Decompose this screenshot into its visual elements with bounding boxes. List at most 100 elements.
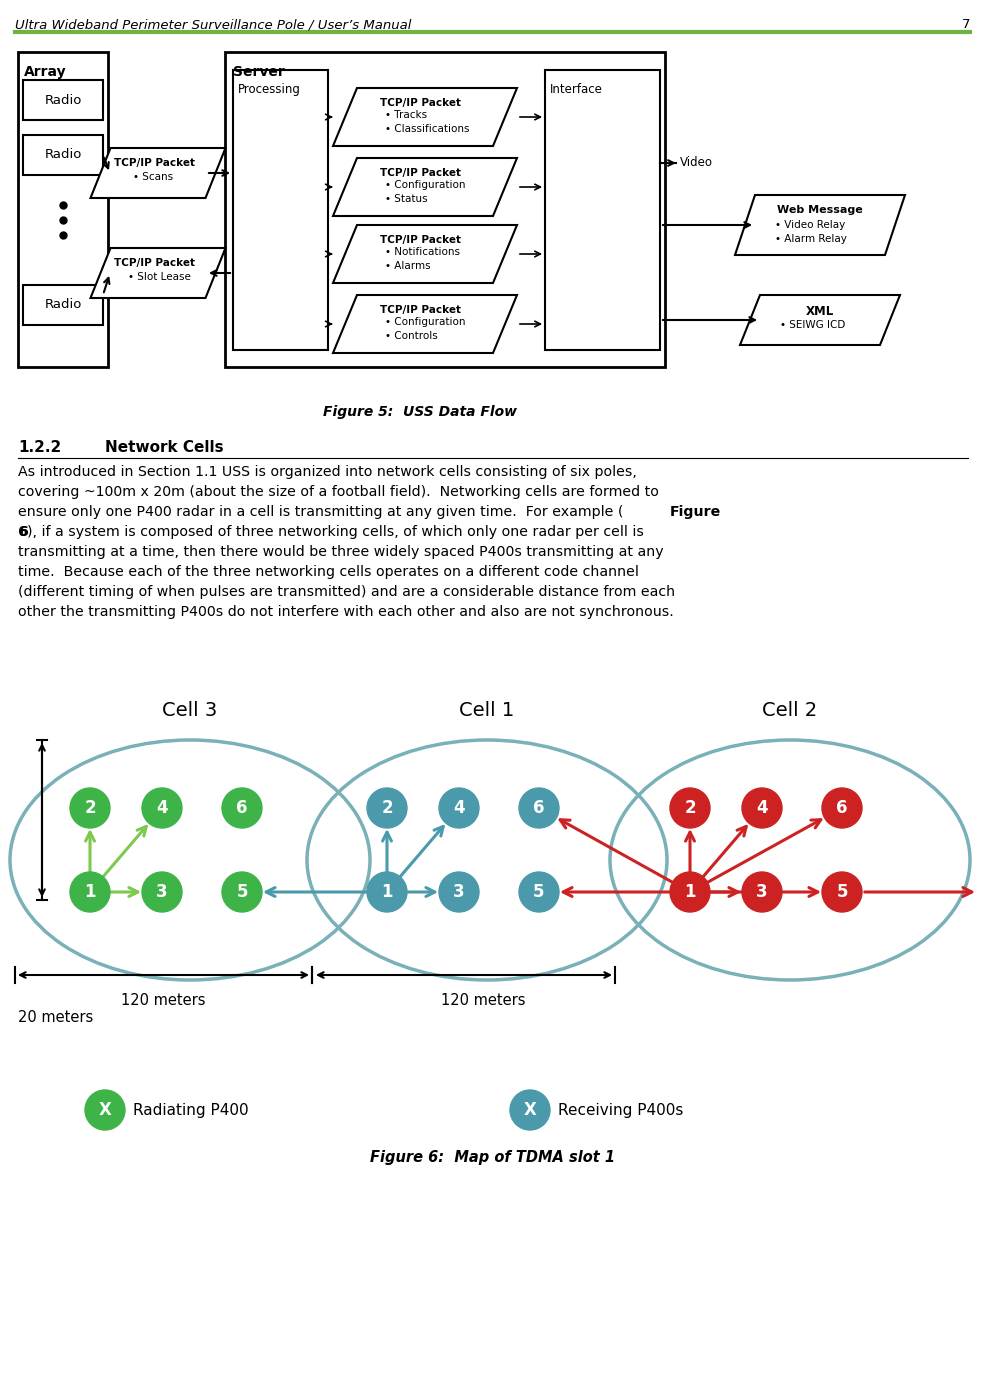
Circle shape [85,1089,125,1129]
Text: Radio: Radio [44,94,82,106]
Polygon shape [91,148,226,199]
Circle shape [742,872,782,912]
Text: • Classifications: • Classifications [385,124,469,134]
Text: Radiating P400: Radiating P400 [133,1102,248,1117]
Text: Figure 5:  USS Data Flow: Figure 5: USS Data Flow [323,405,517,419]
Text: • Notifications: • Notifications [385,247,460,256]
Text: 2: 2 [382,798,392,816]
Text: 1: 1 [684,883,696,900]
Text: X: X [99,1100,111,1118]
Polygon shape [333,295,517,353]
Text: 6: 6 [533,798,544,816]
Polygon shape [735,194,905,255]
Text: 4: 4 [454,798,464,816]
Text: Cell 3: Cell 3 [163,701,218,720]
Text: 5: 5 [533,883,544,900]
Polygon shape [333,88,517,146]
Text: (different timing of when pulses are transmitted) and are a considerable distanc: (different timing of when pulses are tra… [18,585,675,598]
Text: Server: Server [233,65,285,79]
Text: Video: Video [680,156,713,170]
Text: 120 meters: 120 meters [441,993,526,1008]
Circle shape [367,872,407,912]
Text: • Tracks: • Tracks [385,110,427,120]
Text: 6: 6 [836,798,848,816]
Text: Receiving P400s: Receiving P400s [558,1102,683,1117]
Circle shape [670,787,710,827]
Text: Network Cells: Network Cells [105,440,224,455]
Text: Ultra Wideband Perimeter Surveillance Pole / User’s Manual: Ultra Wideband Perimeter Surveillance Po… [15,18,411,30]
Text: TCP/IP Packet: TCP/IP Packet [380,98,460,108]
Text: 1: 1 [382,883,392,900]
Text: TCP/IP Packet: TCP/IP Packet [380,168,460,178]
Text: 3: 3 [454,883,464,900]
Polygon shape [333,159,517,217]
Text: Cell 2: Cell 2 [762,701,817,720]
Circle shape [142,872,182,912]
Circle shape [510,1089,550,1129]
Circle shape [519,787,559,827]
Text: • Slot Lease: • Slot Lease [128,272,191,281]
Circle shape [822,787,862,827]
Bar [233,70,328,350]
Bar [23,80,103,120]
Text: Radio: Radio [44,149,82,161]
Text: 3: 3 [156,883,168,900]
Polygon shape [740,295,900,345]
Circle shape [142,787,182,827]
Text: 3: 3 [756,883,768,900]
Text: • Configuration: • Configuration [385,181,465,190]
Text: 1: 1 [84,883,96,900]
Text: ensure only one P400 radar in a cell is transmitting at any given time.  For exa: ensure only one P400 radar in a cell is … [18,505,623,519]
Text: Cell 1: Cell 1 [459,701,515,720]
Text: TCP/IP Packet: TCP/IP Packet [114,159,195,168]
Text: 2: 2 [84,798,96,816]
Circle shape [439,872,479,912]
Bar [23,135,103,175]
Text: • Video Relay: • Video Relay [775,221,845,230]
Text: Web Message: Web Message [777,205,863,215]
Text: • Alarms: • Alarms [385,261,431,272]
Text: Interface: Interface [550,83,602,97]
Text: • Alarm Relay: • Alarm Relay [775,234,847,244]
Bar [225,52,665,367]
Text: As introduced in Section 1.1 USS is organized into network cells consisting of s: As introduced in Section 1.1 USS is orga… [18,465,637,479]
Circle shape [670,872,710,912]
Circle shape [70,872,110,912]
Text: 5: 5 [836,883,848,900]
Circle shape [742,787,782,827]
Text: 4: 4 [756,798,768,816]
Polygon shape [91,248,226,298]
Text: • Status: • Status [385,194,428,204]
Text: transmitting at a time, then there would be three widely spaced P400s transmitti: transmitting at a time, then there would… [18,545,664,558]
Text: TCP/IP Packet: TCP/IP Packet [380,305,460,314]
Text: Figure: Figure [670,505,721,519]
Text: covering ~100m x 20m (about the size of a football field).  Networking cells are: covering ~100m x 20m (about the size of … [18,485,659,499]
Text: time.  Because each of the three networking cells operates on a different code c: time. Because each of the three networki… [18,565,639,579]
Text: Processing: Processing [238,83,301,97]
Circle shape [439,787,479,827]
Text: Array: Array [24,65,67,79]
Text: X: X [524,1100,536,1118]
Circle shape [222,787,262,827]
Text: 1.2.2: 1.2.2 [18,440,61,455]
Polygon shape [333,225,517,283]
Bar [545,70,660,350]
Circle shape [519,872,559,912]
Circle shape [222,872,262,912]
Text: Radio: Radio [44,298,82,312]
Text: 5: 5 [237,883,247,900]
Text: 6), if a system is composed of three networking cells, of which only one radar p: 6), if a system is composed of three net… [18,525,644,539]
Circle shape [822,872,862,912]
Text: • Configuration: • Configuration [385,317,465,327]
Text: • SEIWG ICD: • SEIWG ICD [780,320,845,330]
Text: 7: 7 [961,18,970,30]
Text: • Controls: • Controls [385,331,438,341]
Bar [23,285,103,325]
Text: 20 meters: 20 meters [18,1009,94,1025]
Circle shape [367,787,407,827]
Text: 6: 6 [237,798,247,816]
Text: 6: 6 [18,525,28,539]
Text: TCP/IP Packet: TCP/IP Packet [380,234,460,245]
Circle shape [70,787,110,827]
Text: 2: 2 [684,798,696,816]
